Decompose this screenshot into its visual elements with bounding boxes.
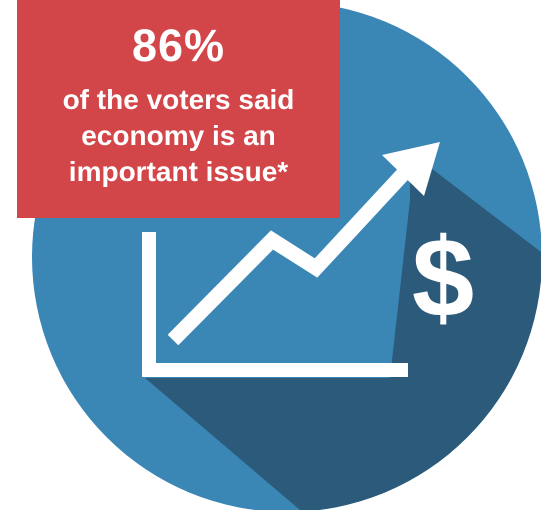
long-shadow xyxy=(145,152,541,510)
stat-description-line-1: of the voters said xyxy=(62,84,295,115)
stat-description-line-3: important issue* xyxy=(68,156,289,187)
dollar-sign-icon: $ xyxy=(411,215,475,340)
stat-description-line-2: economy is an xyxy=(81,120,276,151)
stat-percentage: 86% xyxy=(131,20,226,71)
trend-arrow-line xyxy=(167,166,411,346)
chart-axes-icon xyxy=(142,232,408,377)
trend-arrow-head-icon xyxy=(382,142,440,196)
stat-callout-box: 86% of the voters said economy is an imp… xyxy=(17,0,340,218)
